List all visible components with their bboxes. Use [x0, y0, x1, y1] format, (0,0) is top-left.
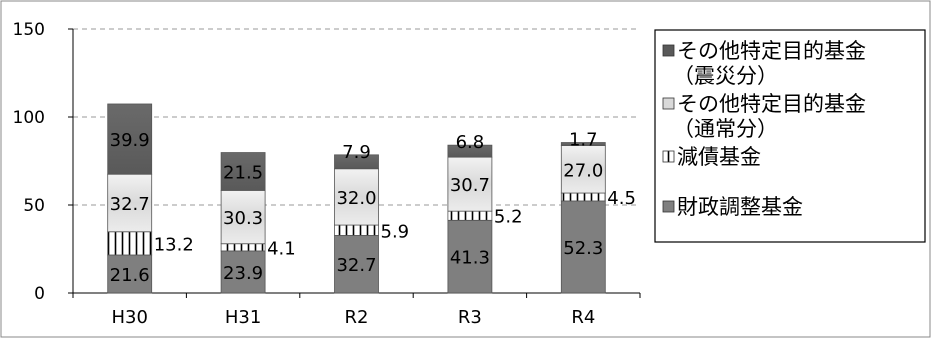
- bar-segment: [334, 168, 379, 226]
- data-label: 21.6: [110, 265, 150, 286]
- data-labels: 21.613.232.739.923.94.130.321.532.75.932…: [110, 130, 636, 286]
- bar-segment: [560, 142, 606, 146]
- data-label: 21.5: [223, 162, 263, 183]
- bar-segment: [447, 144, 493, 158]
- data-label: 41.3: [450, 248, 490, 269]
- data-label: 4.5: [607, 188, 636, 209]
- data-label: 39.9: [110, 130, 150, 151]
- data-label: 32.0: [336, 188, 376, 209]
- bar-segment: [560, 192, 606, 202]
- y-tick-label: 50: [23, 196, 45, 216]
- bar-segment: [560, 145, 606, 194]
- axes: 0 50 100 150 H30 H31 R2 R3 R4: [13, 20, 641, 328]
- data-label: 4.1: [267, 238, 296, 259]
- bar-segment: [220, 189, 266, 245]
- bar-segment: [107, 231, 153, 256]
- data-label: 52.3: [563, 238, 603, 259]
- data-label: 30.3: [223, 208, 263, 229]
- legend-label: その他特定目的基金: [677, 39, 866, 63]
- bar-segment: [560, 200, 606, 294]
- data-label: 23.9: [223, 263, 263, 284]
- legend-box: [654, 29, 926, 243]
- data-label: 32.7: [336, 255, 376, 276]
- x-tick-label: R3: [458, 307, 482, 328]
- legend-label: （震災分）: [673, 64, 778, 88]
- data-label: 1.7: [569, 130, 598, 151]
- x-tick-label: H31: [225, 307, 261, 328]
- legend-swatch: [662, 97, 675, 110]
- bar-segment: [107, 254, 153, 294]
- bar-segment: [220, 243, 266, 252]
- x-tick-label: R2: [345, 307, 369, 328]
- legend-label: 財政調整基金: [677, 195, 803, 219]
- data-label: 27.0: [563, 160, 603, 181]
- data-label: 32.7: [110, 194, 150, 215]
- bars: [107, 103, 606, 294]
- legend-swatch: [662, 200, 675, 213]
- y-tick-label: 150: [13, 20, 45, 40]
- bar-segment: [220, 250, 266, 294]
- legend-swatch: [662, 150, 675, 163]
- bar-segment: [334, 235, 379, 294]
- x-tick-label: H30: [111, 307, 147, 328]
- bar-segment: [447, 219, 493, 294]
- y-tick-label: 100: [13, 108, 45, 128]
- bar-segment: [220, 152, 266, 191]
- data-label: 30.7: [450, 175, 490, 196]
- bar-segment: [447, 210, 493, 221]
- y-tick-label: 0: [34, 284, 45, 304]
- bar-segment: [447, 156, 493, 212]
- legend-label: その他特定目的基金: [677, 92, 866, 116]
- data-label: 7.9: [342, 142, 371, 163]
- bar-segment: [107, 173, 153, 233]
- data-label: 13.2: [154, 234, 194, 255]
- legend-swatch: [662, 44, 675, 57]
- data-label: 5.2: [494, 207, 523, 228]
- bar-segment: [107, 103, 153, 175]
- legend-label: 減債基金: [677, 145, 761, 169]
- bar-segment: [334, 224, 379, 236]
- bar-segment: [334, 154, 379, 170]
- data-label: 6.8: [456, 132, 485, 153]
- x-tick-label: R4: [571, 307, 595, 328]
- legend-label: （通常分）: [673, 117, 778, 141]
- data-label: 5.9: [381, 221, 410, 242]
